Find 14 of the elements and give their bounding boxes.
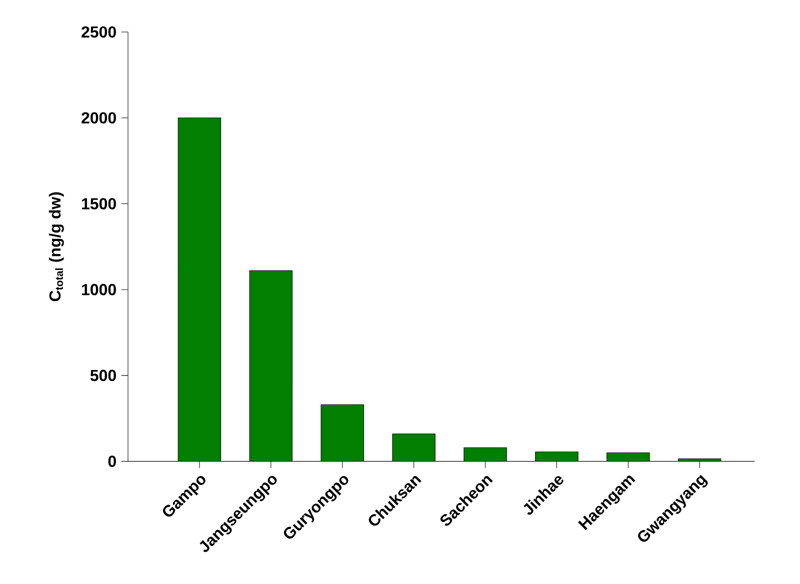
y-tick-label: 2000 xyxy=(82,112,116,124)
bar xyxy=(178,118,221,462)
bar xyxy=(606,452,650,462)
y-tick-label: 0 xyxy=(108,456,116,467)
bar xyxy=(392,434,436,462)
y-tick-label: 2500 xyxy=(82,26,116,38)
y-tick-label: 500 xyxy=(90,370,116,382)
bar xyxy=(464,448,507,462)
bar xyxy=(321,404,364,462)
bar xyxy=(250,270,292,462)
y-axis-title: C$_{total}$ (ng/g dw) xyxy=(48,192,64,302)
bar xyxy=(535,452,578,462)
y-tick-label: 1500 xyxy=(82,198,116,210)
y-tick-label: 1000 xyxy=(82,284,116,296)
